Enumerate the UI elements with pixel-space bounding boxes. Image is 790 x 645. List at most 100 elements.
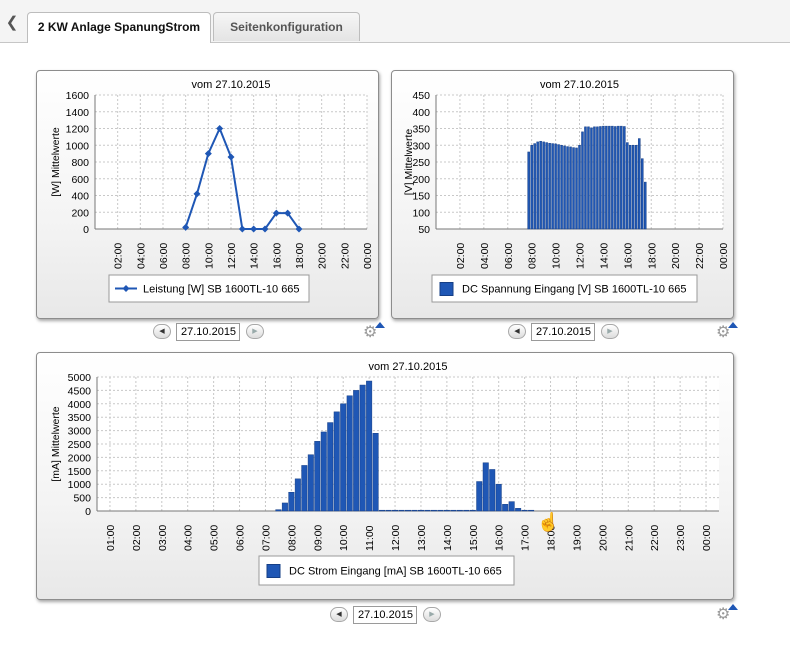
bar <box>578 145 581 230</box>
bar <box>463 509 470 512</box>
bar <box>307 454 314 512</box>
x-tick-label: 15:00 <box>468 525 480 551</box>
x-tick-label: 06:00 <box>235 525 247 551</box>
bar <box>605 125 608 230</box>
previous-date-button[interactable]: ◀ <box>153 324 171 339</box>
bar <box>502 504 509 512</box>
bar <box>536 141 539 230</box>
x-tick-label: 07:00 <box>260 525 272 551</box>
x-tick-label: 22:00 <box>649 525 661 551</box>
chart-settings-button[interactable]: ⚙ <box>716 604 738 624</box>
y-tick-label: 5000 <box>68 372 92 384</box>
x-tick-label: 14:00 <box>249 243 261 269</box>
tab-seitenkonfiguration[interactable]: Seitenkonfiguration <box>213 12 360 41</box>
data-point <box>295 225 303 233</box>
gear-icon: ⚙ <box>716 606 731 623</box>
data-point <box>250 225 258 233</box>
y-tick-label: 1200 <box>66 124 90 136</box>
x-tick-label: 08:00 <box>527 243 539 269</box>
bar <box>430 509 437 512</box>
caret-up-icon <box>375 322 385 328</box>
previous-date-button[interactable]: ◀ <box>508 324 526 339</box>
x-tick-label: 06:00 <box>503 243 515 269</box>
next-date-button[interactable]: ▶ <box>423 607 441 622</box>
x-tick-label: 10:00 <box>203 243 215 269</box>
bar <box>626 142 629 230</box>
bar <box>560 145 563 230</box>
x-tick-label: 06:00 <box>158 243 170 269</box>
legend-box <box>431 274 698 303</box>
y-tick-label: 0 <box>85 506 91 518</box>
x-tick-label: 04:00 <box>479 243 491 269</box>
y-tick-label: 100 <box>412 207 430 219</box>
next-date-button[interactable]: ▶ <box>246 324 264 339</box>
next-date-button[interactable]: ▶ <box>601 324 619 339</box>
y-tick-label: 2500 <box>68 439 92 451</box>
bar <box>590 127 593 230</box>
bar <box>340 403 347 512</box>
bar <box>611 125 614 230</box>
y-tick-label: 300 <box>412 140 430 152</box>
y-tick-label: 0 <box>83 224 89 236</box>
y-tick-label: 1600 <box>66 90 90 102</box>
x-tick-label: 08:00 <box>181 243 193 269</box>
bar <box>327 422 334 512</box>
x-tick-label: 09:00 <box>312 525 324 551</box>
bar <box>411 509 418 512</box>
bar <box>443 509 450 512</box>
date-input[interactable]: 27.10.2015 <box>531 323 595 341</box>
x-tick-label: 19:00 <box>571 525 583 551</box>
x-tick-label: 22:00 <box>694 243 706 269</box>
y-tick-label: 3000 <box>68 426 92 438</box>
chart-settings-button[interactable]: ⚙ <box>716 322 738 342</box>
bar <box>614 126 617 230</box>
bar <box>563 145 566 230</box>
y-tick-label: 400 <box>71 191 89 203</box>
bar <box>482 462 489 512</box>
tab-bar: ❮ 2 KW Anlage SpanungStrom Seitenkonfigu… <box>0 0 790 43</box>
y-tick-label: 450 <box>412 90 430 102</box>
x-tick-label: 05:00 <box>209 525 221 551</box>
bar <box>398 509 405 512</box>
y-axis-label: [V] Mittelwerte <box>403 129 415 196</box>
chart-settings-button[interactable]: ⚙ <box>363 322 385 342</box>
legend-label: Leistung [W] SB 1600TL-10 665 <box>143 284 300 296</box>
bar <box>623 126 626 230</box>
x-tick-label: 16:00 <box>494 525 506 551</box>
date-navigator-strom: ◀ 27.10.2015 ▶ <box>330 606 442 624</box>
chart-spannung: vom 27.10.2015 50 100 150 200 250 300 350 400 450… <box>403 79 730 303</box>
chevron-left-icon[interactable]: ❮ <box>5 14 19 31</box>
x-tick-label: 12:00 <box>226 243 238 269</box>
bar <box>539 140 542 230</box>
bar <box>385 509 392 512</box>
date-input[interactable]: 27.10.2015 <box>353 606 417 624</box>
bar <box>405 509 411 512</box>
bar <box>575 147 578 230</box>
x-tick-label: 18:00 <box>294 243 306 269</box>
y-tick-label: 400 <box>412 107 430 119</box>
bar <box>629 145 632 230</box>
caret-up-icon <box>728 322 738 328</box>
date-input[interactable]: 27.10.2015 <box>176 323 240 341</box>
bar <box>450 509 457 512</box>
bar <box>632 145 635 230</box>
x-tick-label: 17:00 <box>520 525 532 551</box>
x-tick-label: 14:00 <box>442 525 454 551</box>
data-point <box>182 223 190 231</box>
legend-swatch <box>266 564 281 578</box>
bar <box>584 126 587 230</box>
x-tick-label: 20:00 <box>597 525 609 551</box>
data-point <box>272 209 280 217</box>
date-navigator-leistung: ◀ 27.10.2015 ▶ <box>153 323 265 341</box>
data-point <box>227 153 235 161</box>
data-point <box>261 225 269 233</box>
bar <box>469 509 476 512</box>
y-tick-label: 800 <box>71 157 89 169</box>
x-tick-label: 12:00 <box>575 243 587 269</box>
x-tick-label: 13:00 <box>416 525 428 551</box>
previous-date-button[interactable]: ◀ <box>330 607 348 622</box>
tab-anlage[interactable]: 2 KW Anlage SpanungStrom <box>27 12 211 43</box>
y-tick-label: 150 <box>412 191 430 203</box>
legend-box <box>258 555 515 586</box>
